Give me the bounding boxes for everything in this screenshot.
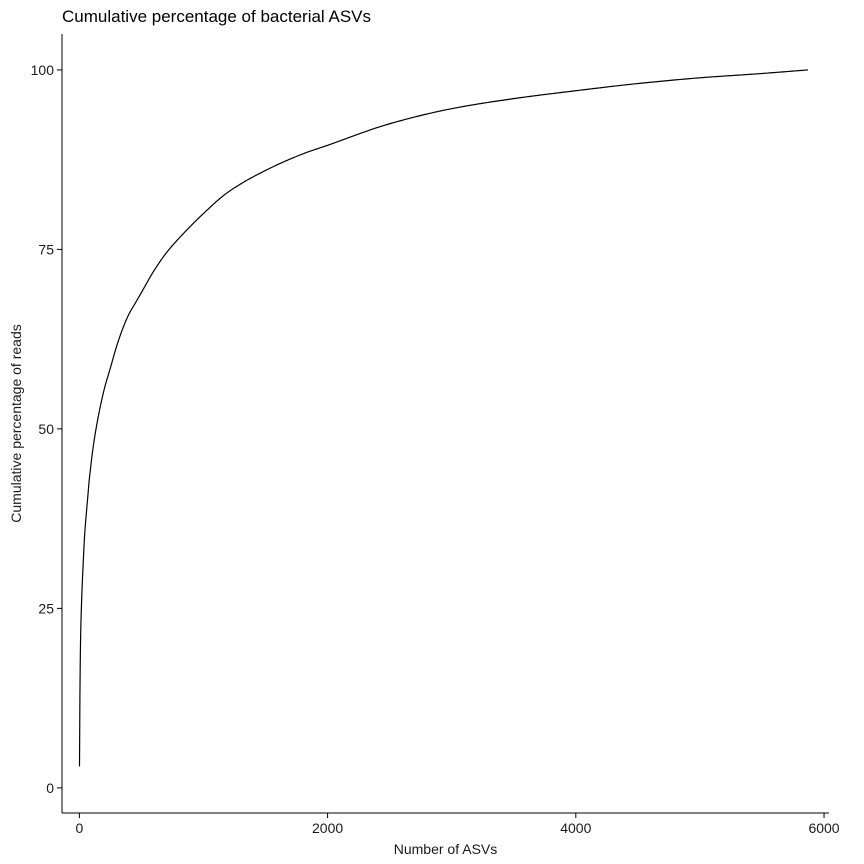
x-tick-label: 0 bbox=[75, 820, 83, 836]
x-tick-label: 6000 bbox=[808, 820, 839, 836]
y-tick-label: 50 bbox=[38, 421, 54, 437]
y-axis-title: Cumulative percentage of reads bbox=[8, 324, 24, 522]
y-tick-label: 100 bbox=[31, 62, 55, 78]
plot-area bbox=[78, 69, 808, 767]
x-tick-label: 4000 bbox=[560, 820, 591, 836]
axes bbox=[61, 34, 829, 814]
x-tick-label: 2000 bbox=[312, 820, 343, 836]
y-tick-label: 0 bbox=[46, 780, 54, 796]
chart-title: Cumulative percentage of bacterial ASVs bbox=[62, 7, 371, 26]
y-tick-label: 75 bbox=[38, 241, 54, 257]
ticks: 0 2000 4000 6000 0 25 50 75 100 bbox=[31, 62, 840, 836]
x-axis-title: Number of ASVs bbox=[394, 841, 498, 857]
series-line bbox=[78, 69, 808, 767]
y-tick-label: 25 bbox=[38, 600, 54, 616]
